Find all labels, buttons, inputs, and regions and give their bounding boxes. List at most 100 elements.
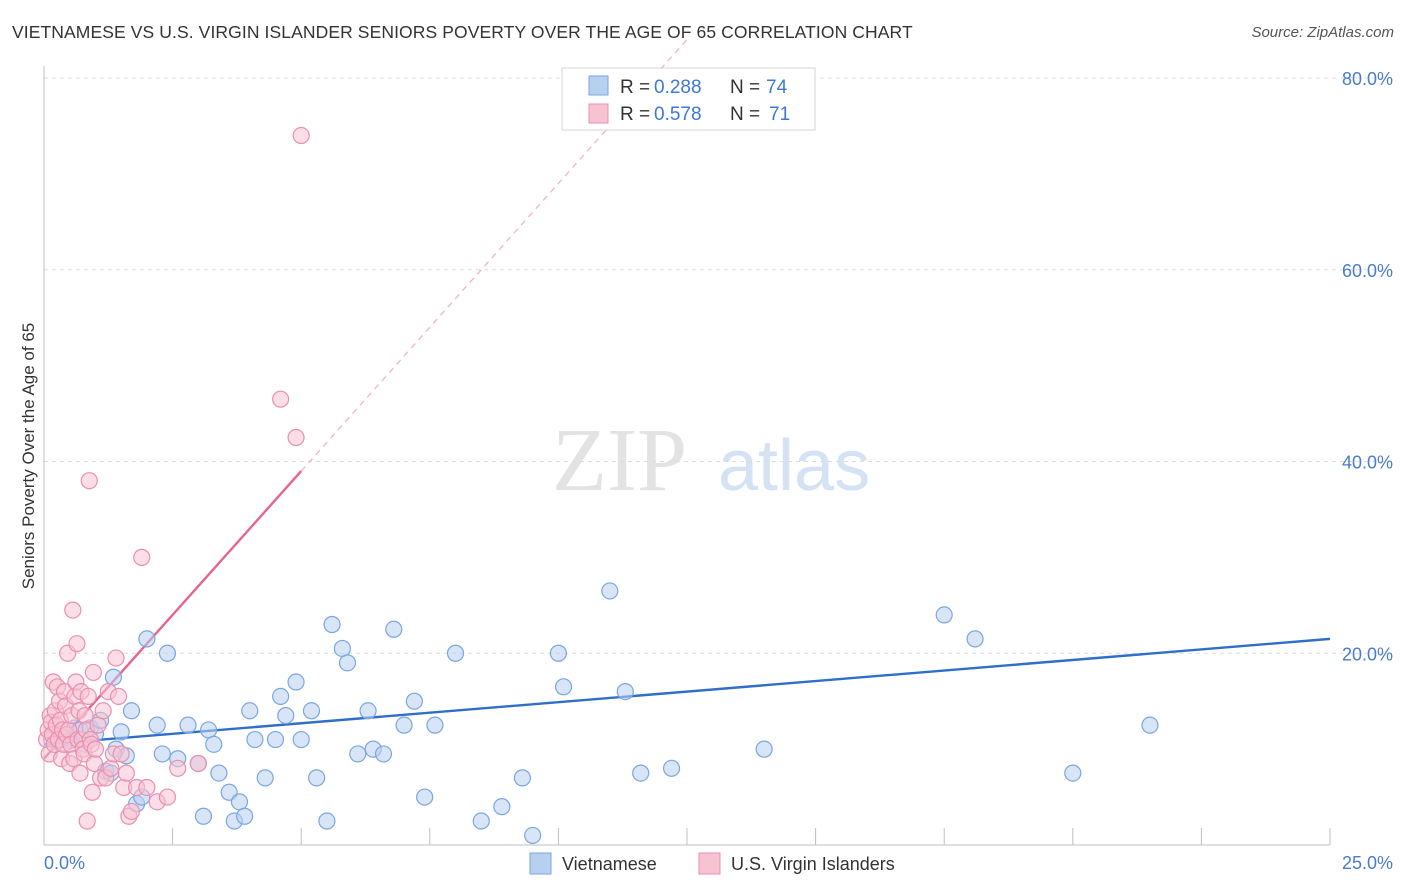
virgin-islander-point [64, 601, 82, 619]
virgin-islander-point [83, 783, 101, 801]
vietnamese-point [1064, 764, 1082, 782]
vietnamese-point [755, 740, 773, 758]
virgin-islander-point [133, 548, 151, 566]
vietnamese-point [524, 826, 542, 845]
x-tick-label-min: 0.0% [44, 853, 85, 873]
vietnamese-point [302, 702, 321, 720]
vietnamese-point [287, 673, 305, 691]
vietnamese-point [153, 745, 171, 763]
vietnamese-point [338, 654, 357, 672]
virgin-islander-point [71, 764, 89, 782]
virgin-islander-point [78, 812, 96, 830]
vietnamese-point [194, 807, 213, 825]
vietnamese-point [601, 582, 619, 600]
vietnamese-point [359, 702, 377, 720]
bottom-legend-label-virgin-islanders: U.S. Virgin Islanders [731, 854, 895, 874]
vietnamese-point [1141, 716, 1159, 734]
vietnamese-point [230, 793, 249, 811]
x-tick-label-max: 25.0% [1342, 853, 1393, 873]
virgin-islander-point [292, 126, 310, 145]
legend-r-value-2: 0.578 [654, 104, 702, 125]
virgin-islander-point [68, 635, 86, 653]
y-tick-label-80: 80.0% [1342, 69, 1393, 89]
vietnamese-point [493, 798, 511, 816]
legend-n-value-1: 74 [766, 77, 788, 98]
vietnamese-point [236, 807, 254, 825]
vietnamese-point [426, 716, 444, 734]
y-tick-labels: 20.0% 40.0% 60.0% 80.0% [1342, 69, 1393, 664]
vietnamese-point [632, 764, 650, 782]
legend-n-value-2: 71 [769, 104, 790, 125]
vietnamese-point [308, 769, 326, 787]
y-tick-label-60: 60.0% [1342, 261, 1393, 281]
virgin-islander-point [107, 649, 125, 667]
watermark: ZIP atlas [552, 411, 870, 510]
vietnamese-point [966, 630, 984, 648]
vietnamese-point [277, 706, 295, 725]
vietnamese-point [446, 644, 465, 662]
vietnamese-point [323, 615, 341, 634]
chart-title: VIETNAMESE VS U.S. VIRGIN ISLANDER SENIO… [12, 22, 913, 42]
vietnamese-point [266, 730, 285, 749]
vietnamese-trend-line [43, 637, 1331, 746]
vietnamese-point [554, 678, 573, 696]
vietnamese-point [205, 735, 223, 753]
legend-r-label-2: R = [620, 104, 650, 125]
virgin-islander-trend-extension [300, 39, 688, 472]
vietnamese-point [272, 687, 290, 705]
y-axis-label: Seniors Poverty Over the Age of 65 [19, 323, 38, 589]
virgin-islander-point [122, 802, 141, 821]
virgin-islander-point [117, 764, 135, 782]
legend-swatch-virgin-islanders [588, 103, 609, 124]
series-legend: Vietnamese U.S. Virgin Islanders [529, 852, 895, 875]
virgin-islander-point [80, 472, 98, 490]
vietnamese-point [472, 812, 490, 830]
source-credit: Source: ZipAtlas.com [1251, 24, 1394, 41]
bottom-legend-label-vietnamese: Vietnamese [562, 854, 657, 874]
vietnamese-point [292, 730, 310, 749]
virgin-islander-point [89, 716, 107, 734]
vietnamese-point [138, 630, 156, 648]
legend-swatch-vietnamese [588, 75, 609, 96]
vietnamese-point [549, 644, 568, 662]
grid-lines [44, 77, 1393, 654]
watermark-zip: ZIP [552, 411, 687, 510]
legend-n-label-2: N = [730, 104, 760, 125]
vietnamese-point [395, 716, 413, 734]
vietnamese-point [200, 721, 218, 739]
vietnamese-point [210, 764, 228, 782]
vietnamese-point [935, 606, 953, 624]
vietnamese-point [349, 745, 367, 763]
legend-r-value-1: 0.288 [654, 77, 702, 98]
vietnamese-point [104, 668, 123, 686]
vietnamese-point [122, 702, 141, 720]
vietnamese-point [662, 759, 681, 777]
virgin-islander-point [102, 759, 120, 777]
legend-n-label-1: N = [730, 77, 760, 98]
bottom-legend-swatch-virgin-islanders [698, 852, 721, 875]
vietnamese-point [405, 692, 423, 710]
virgin-islander-point [189, 754, 207, 773]
virgin-islander-points [37, 126, 310, 830]
vietnamese-point [112, 723, 130, 741]
virgin-islander-point [112, 745, 130, 763]
watermark-atlas: atlas [718, 426, 870, 506]
vietnamese-point [374, 745, 393, 763]
vietnamese-point [148, 716, 166, 734]
virgin-islander-point [94, 702, 112, 720]
vietnamese-point [246, 730, 264, 749]
y-tick-label-40: 40.0% [1342, 453, 1393, 473]
vietnamese-point [333, 639, 351, 658]
virgin-islander-point [272, 390, 290, 408]
vietnamese-point [256, 769, 274, 787]
virgin-islander-point [85, 754, 104, 773]
virgin-islander-point [169, 759, 187, 777]
virgin-islander-point [86, 740, 105, 758]
y-tick-label-20: 20.0% [1342, 644, 1393, 664]
vietnamese-point [416, 788, 434, 806]
vietnamese-point [241, 702, 259, 720]
bottom-legend-swatch-vietnamese [529, 852, 552, 875]
virgin-islander-point [84, 663, 102, 682]
correlation-legend: R = 0.288 N = 74 R = 0.578 N = 71 [561, 67, 816, 131]
